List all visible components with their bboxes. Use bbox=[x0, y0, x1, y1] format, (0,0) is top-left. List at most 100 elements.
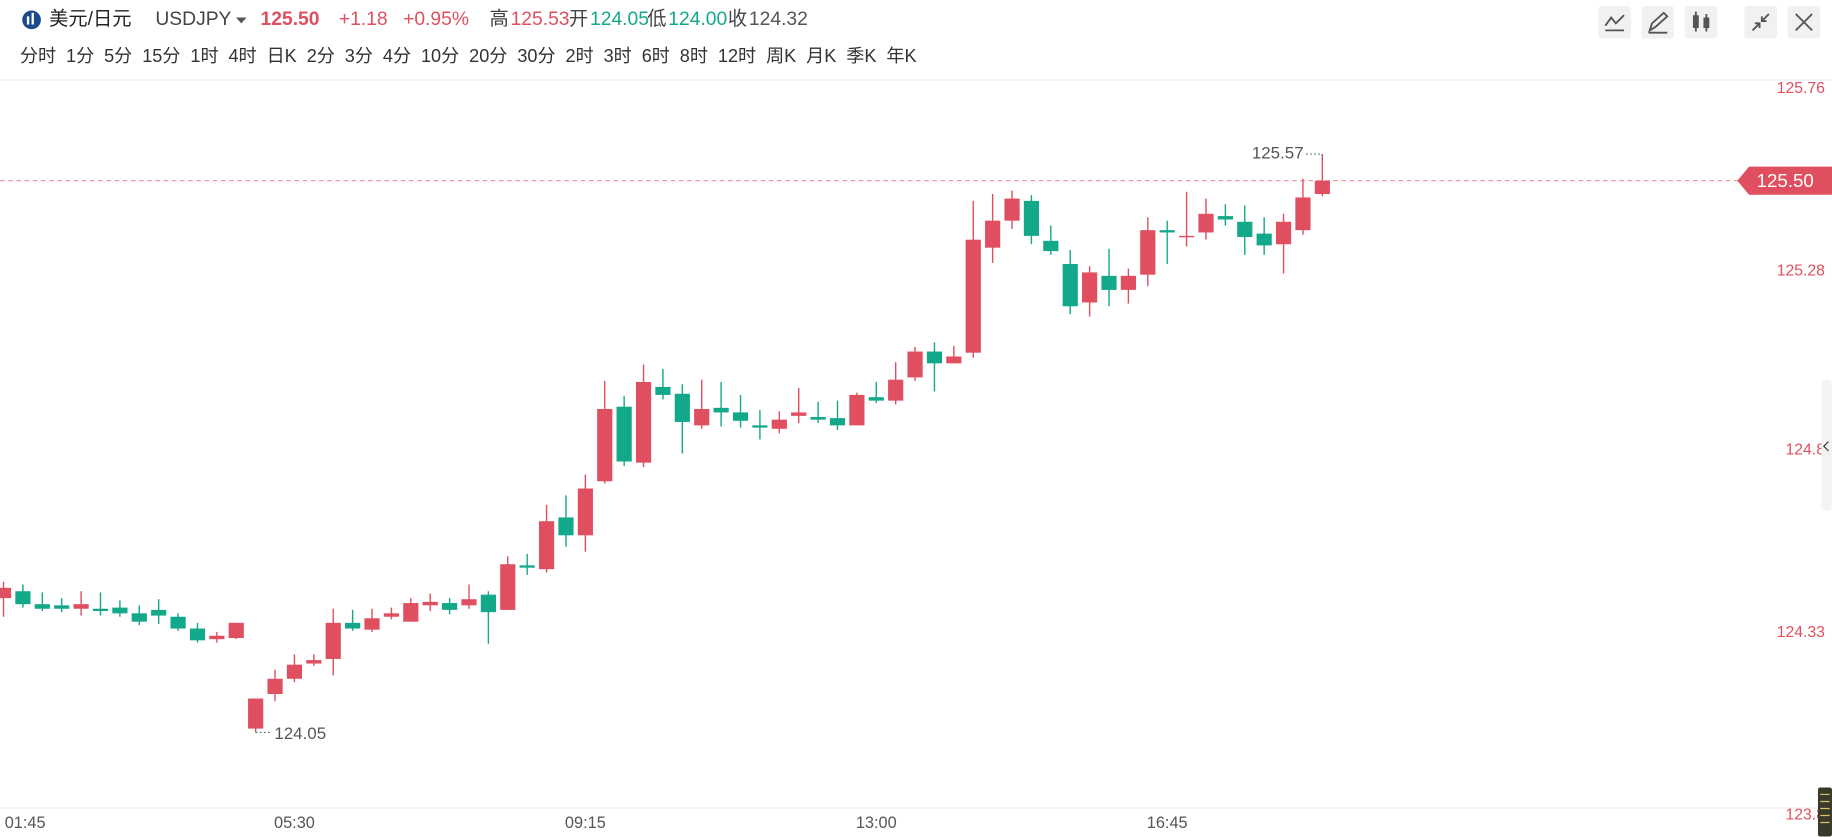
plot: 125.76 125.28 124.8 124.33 123.8 01:45 05:30 09… bbox=[0, 80, 1832, 832]
candle-body bbox=[694, 408, 710, 426]
candle-body bbox=[112, 607, 128, 614]
period-tab[interactable]: 1时 bbox=[190, 46, 218, 66]
price-tag bbox=[1737, 166, 1832, 195]
period-tab[interactable]: 2时 bbox=[565, 46, 593, 66]
candle-body bbox=[383, 613, 400, 617]
candle-body bbox=[0, 587, 12, 599]
period-tab[interactable]: 月K bbox=[806, 46, 836, 66]
stat-label: 开 bbox=[569, 9, 588, 30]
candle-body bbox=[985, 220, 1001, 248]
stat-label: 低 bbox=[647, 8, 666, 30]
stat-value: 125.53 bbox=[511, 9, 570, 30]
candle-body bbox=[286, 664, 303, 679]
candle-body bbox=[1101, 275, 1117, 290]
candle-body bbox=[15, 591, 31, 605]
candle-body bbox=[771, 419, 787, 429]
candle-body bbox=[907, 351, 923, 378]
candle-body bbox=[1023, 200, 1040, 236]
candle-body bbox=[364, 618, 380, 630]
symbol-code[interactable]: USDJPY bbox=[155, 9, 231, 30]
period-tab[interactable]: 年K bbox=[886, 46, 916, 66]
candle-body bbox=[170, 616, 186, 629]
period-tab[interactable]: 4时 bbox=[228, 46, 256, 66]
icon bbox=[1648, 11, 1669, 34]
price-tag-label: 125.50 bbox=[1757, 170, 1814, 191]
y-tick-label: 125.28 bbox=[1777, 263, 1825, 280]
y-tick-label: 123.8 bbox=[1786, 807, 1826, 824]
period-tab[interactable]: 3分 bbox=[345, 46, 373, 66]
period-tab[interactable]: 6时 bbox=[642, 46, 670, 66]
candle-body bbox=[1120, 275, 1136, 290]
period-tab[interactable]: 12时 bbox=[718, 46, 756, 66]
chart-type-button[interactable] bbox=[1684, 5, 1718, 39]
period-tab[interactable]: 20分 bbox=[469, 46, 507, 66]
period-tab[interactable]: 3时 bbox=[604, 46, 632, 66]
candle-body bbox=[461, 599, 477, 606]
period-tab[interactable]: 日K bbox=[267, 46, 297, 66]
period-tab[interactable]: 5分 bbox=[104, 46, 132, 66]
side-panel-handle[interactable] bbox=[1821, 379, 1832, 511]
icon bbox=[1751, 13, 1770, 32]
period-bar: 分时 1分 5分 15分 1时 4时 日K 2分 3分 4分 10分 20分 30分 2时 3时 6时 8时 12… bbox=[20, 46, 917, 66]
period-tab[interactable]: 2分 bbox=[307, 46, 335, 66]
candle-body bbox=[829, 418, 846, 426]
candle-body bbox=[558, 517, 574, 536]
candle-body bbox=[946, 356, 962, 364]
period-tab[interactable]: 8时 bbox=[680, 46, 708, 66]
candle-body bbox=[306, 660, 322, 664]
candle-body bbox=[228, 622, 244, 639]
symbol-name[interactable]: 美元/日元 bbox=[49, 8, 131, 30]
x-tick-label: 16:45 bbox=[1147, 814, 1188, 832]
candle-body bbox=[965, 239, 981, 353]
toolbar bbox=[1598, 5, 1821, 39]
candle-body bbox=[732, 412, 749, 421]
period-tab[interactable]: 周K bbox=[766, 46, 796, 66]
x-tick-label: 09:15 bbox=[565, 814, 606, 832]
candle-body bbox=[538, 521, 555, 570]
candle-body bbox=[1314, 180, 1330, 195]
candle-body bbox=[403, 603, 419, 622]
icon bbox=[1822, 441, 1829, 452]
shrink-button[interactable] bbox=[1744, 5, 1778, 39]
candle-body bbox=[597, 408, 613, 482]
candle-body bbox=[267, 678, 283, 694]
stat-value: 124.05 bbox=[590, 9, 649, 30]
candle-body bbox=[189, 628, 206, 641]
scroll-handle[interactable] bbox=[1817, 787, 1832, 837]
period-tab[interactable]: 30分 bbox=[517, 46, 555, 66]
period-tab[interactable]: 分时 bbox=[20, 46, 56, 66]
symbol-dropdown[interactable] bbox=[236, 17, 247, 24]
stat-value: 124.32 bbox=[749, 9, 808, 30]
period-tab[interactable]: 15分 bbox=[142, 46, 180, 66]
candle-body bbox=[1159, 230, 1175, 233]
candle-body bbox=[1178, 235, 1195, 238]
period-tab[interactable]: 季K bbox=[846, 46, 876, 66]
candle-body bbox=[635, 381, 652, 463]
candle-body bbox=[926, 351, 943, 364]
candle-body bbox=[674, 393, 690, 422]
candle-body bbox=[1140, 230, 1156, 275]
candle-body bbox=[1295, 197, 1311, 231]
icon bbox=[1795, 13, 1813, 32]
period-tab[interactable]: 1分 bbox=[66, 46, 94, 66]
candle-body bbox=[1082, 272, 1098, 303]
candle-body bbox=[1217, 216, 1233, 220]
max-annotation: 125.57 bbox=[1252, 144, 1304, 163]
candle-body bbox=[345, 622, 361, 629]
candle-body bbox=[791, 412, 807, 416]
candle-body bbox=[810, 416, 826, 420]
candle-body bbox=[422, 601, 438, 606]
icon bbox=[1694, 11, 1708, 32]
candle-body bbox=[131, 613, 147, 622]
candle-body bbox=[151, 609, 167, 616]
period-tab[interactable]: 4分 bbox=[383, 46, 411, 66]
stat-value: 124.00 bbox=[668, 9, 727, 30]
period-tab[interactable]: 10分 bbox=[421, 46, 459, 66]
logo-bar bbox=[26, 16, 30, 25]
candle-body bbox=[1043, 240, 1059, 252]
candle-body bbox=[1198, 213, 1214, 233]
candle-body bbox=[209, 635, 225, 640]
candle-body bbox=[1275, 221, 1292, 245]
candle-body bbox=[655, 386, 671, 395]
logo-bar bbox=[31, 12, 34, 25]
